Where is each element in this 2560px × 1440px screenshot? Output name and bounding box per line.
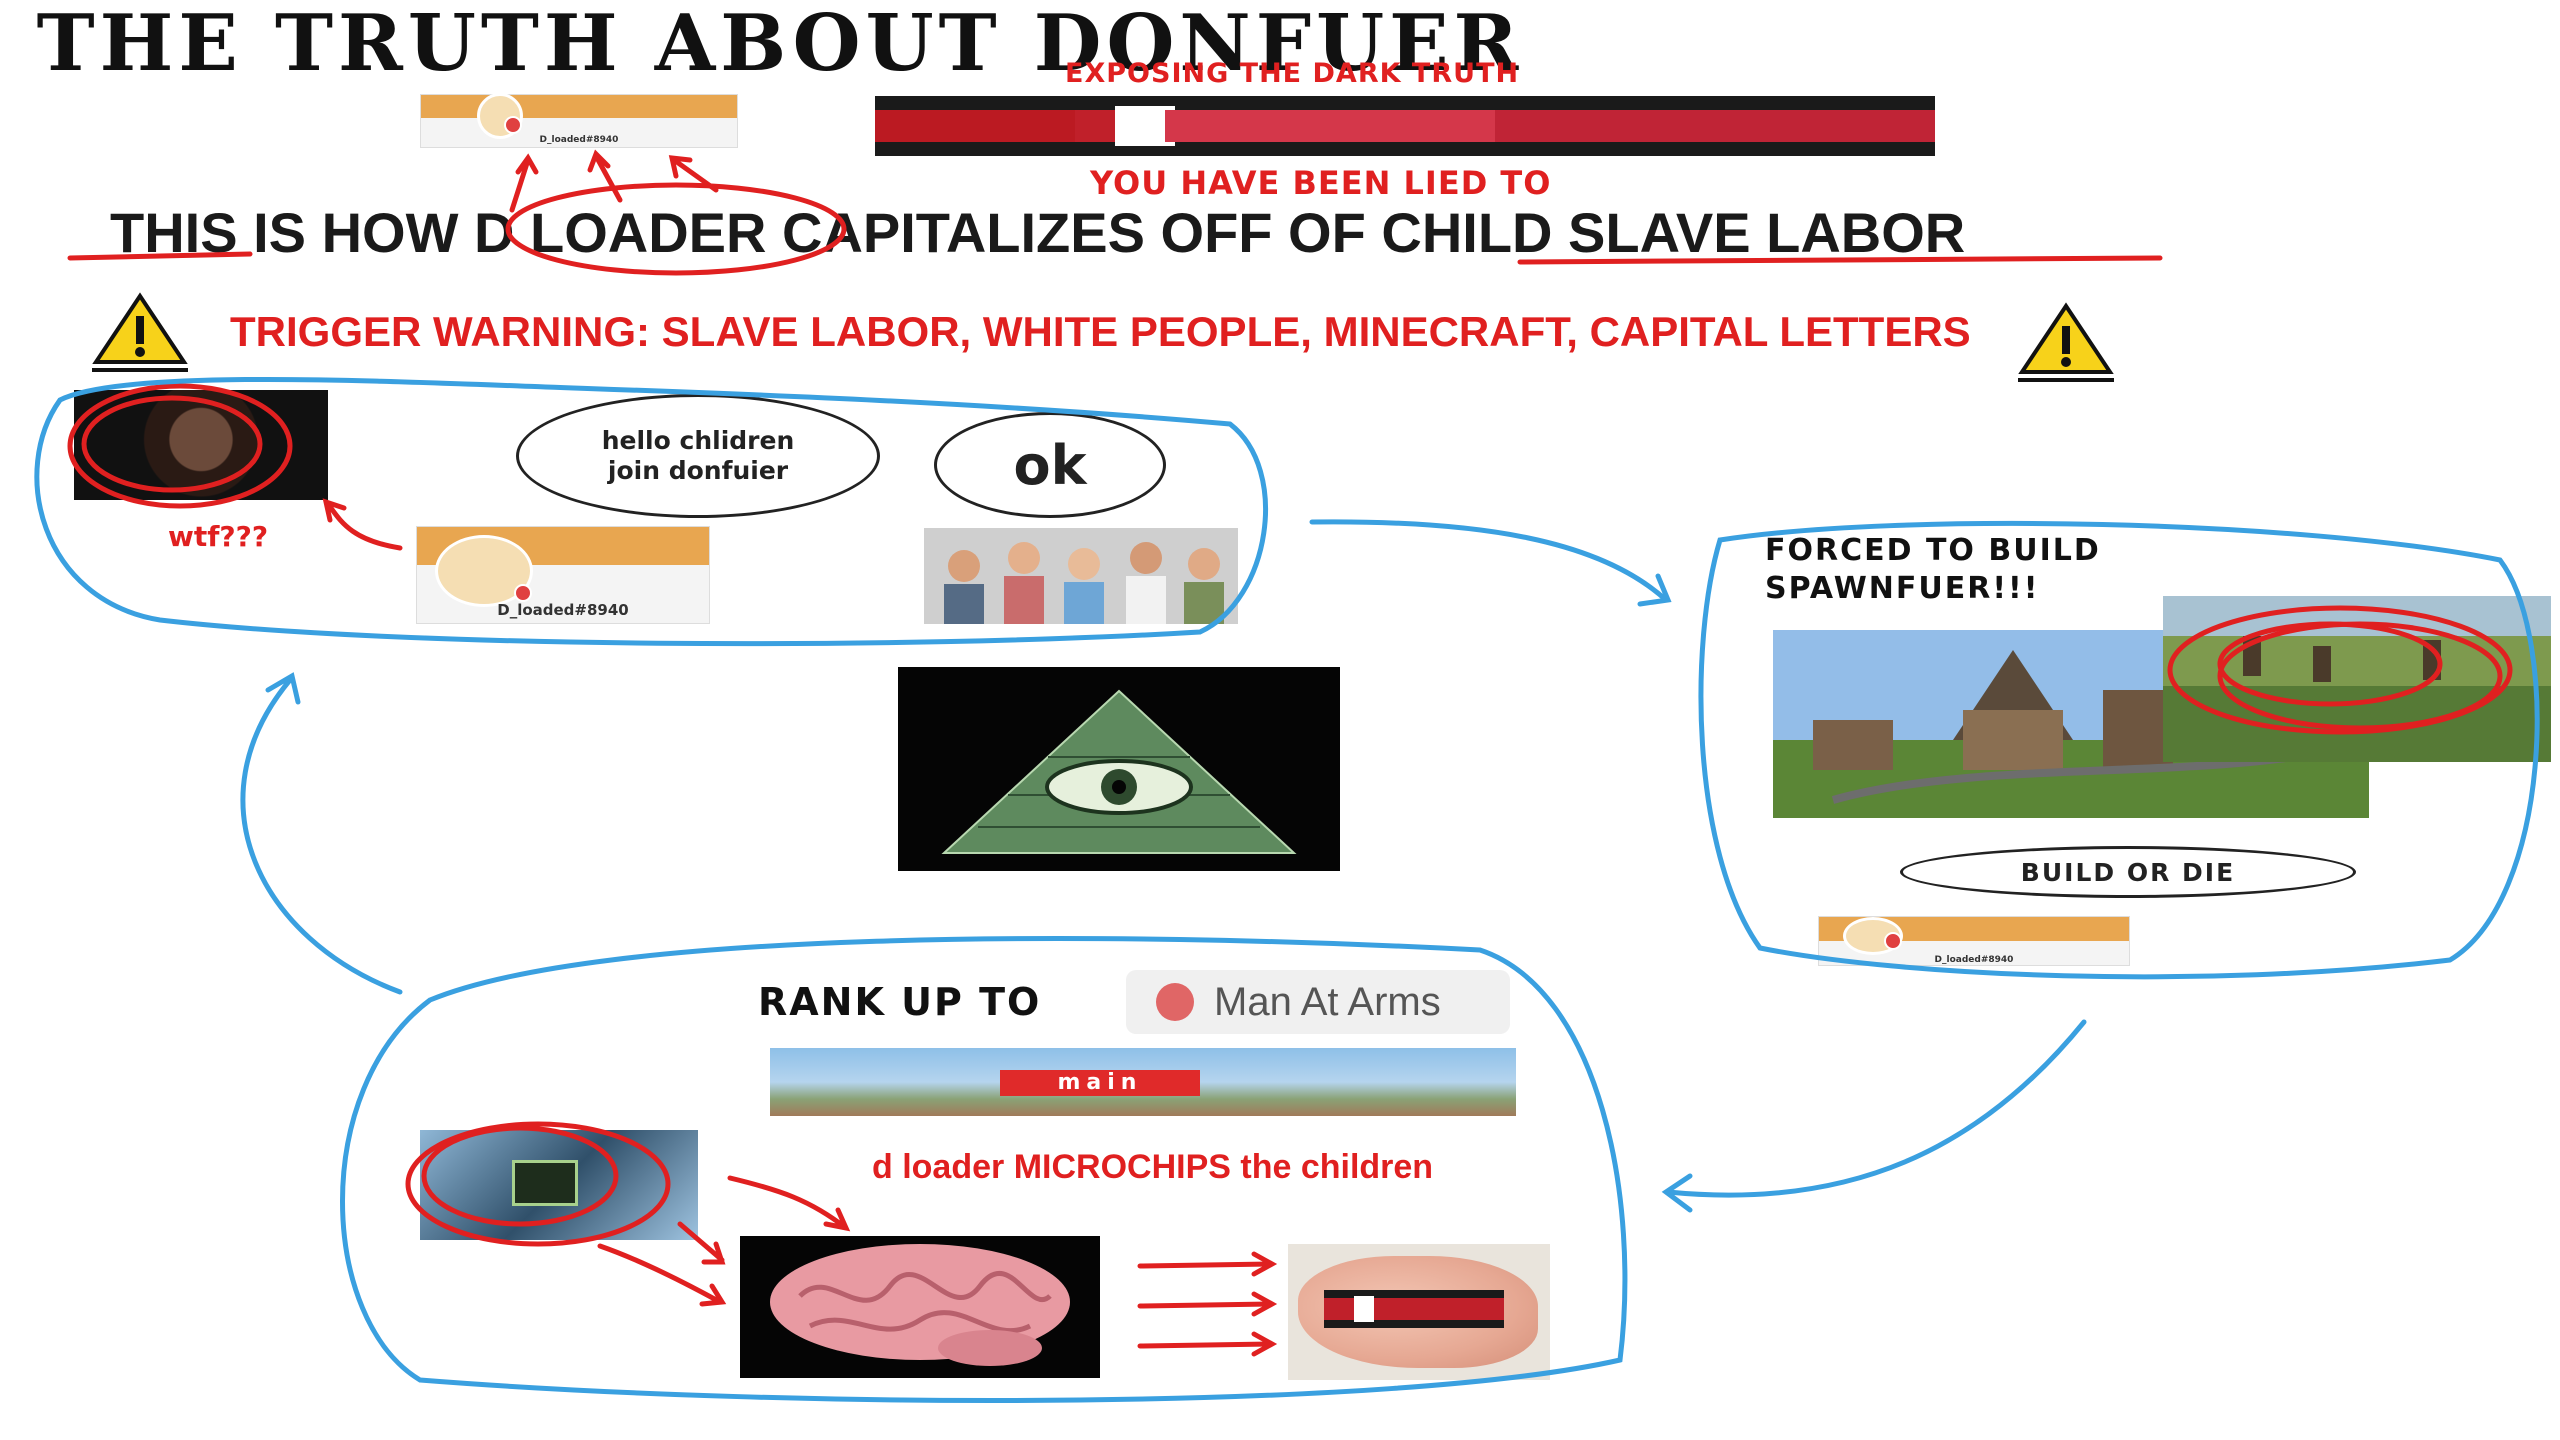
rank-badge: Man At Arms [1126, 970, 1510, 1034]
build-bubble-text: BUILD OR DIE [2020, 857, 2236, 887]
avatar [477, 93, 523, 139]
children-photo [924, 528, 1238, 624]
trigger-warning: TRIGGER WARNING: SLAVE LABOR, WHITE PEOP… [230, 308, 1971, 355]
page-title: THE TRUTH ABOUT DONFUER [36, 0, 1524, 89]
speech-bubble: hello chlidren join donfuier [516, 394, 880, 518]
flag-banner [875, 96, 1935, 156]
avatar [435, 535, 533, 607]
profile-username: D_loaded#8940 [539, 135, 619, 145]
rank-name: Man At Arms [1214, 979, 1441, 1024]
profile-card: D_loaded#8940 [416, 526, 710, 624]
warning-icon [92, 292, 188, 372]
profile-username: D_loaded#8940 [497, 601, 629, 619]
minecraft-build-screenshot [1773, 630, 2369, 818]
rank-up-label: RANK UP TO [758, 980, 1042, 1024]
lied-text: YOU HAVE BEEN LIED TO [1090, 164, 1552, 202]
warning-icon [2018, 302, 2114, 382]
profile-card-top: D_loaded#8940 [420, 93, 738, 148]
illuminati-eye-icon [898, 667, 1340, 871]
headline: THIS IS HOW D LOADER CAPITALIZES OFF OF … [110, 201, 1966, 264]
microchip-caption: d loader MICROCHIPS the children [872, 1148, 1434, 1186]
profile-username: D_loaded#8940 [1934, 955, 2014, 965]
profile-card-small: D_loaded#8940 [1818, 916, 2130, 966]
speech-bubble-text: hello chlidren join donfuier [601, 426, 795, 485]
rank-dot-icon [1156, 983, 1194, 1021]
build-bubble: BUILD OR DIE [1900, 846, 2356, 898]
page-subtitle: EXPOSING THE DARK TRUTH [1065, 58, 1520, 89]
server-banner: main [770, 1048, 1516, 1116]
reaction-text: wtf??? [168, 520, 269, 553]
meat-image [1288, 1244, 1550, 1380]
avatar [1843, 917, 1903, 955]
brain-image [740, 1236, 1100, 1378]
reply-text: ok [1013, 433, 1087, 497]
build-caption: FORCED TO BUILD SPAWNFUER!!! [1765, 533, 2101, 606]
server-banner-label: main [1000, 1070, 1200, 1096]
reply-bubble: ok [934, 412, 1166, 518]
